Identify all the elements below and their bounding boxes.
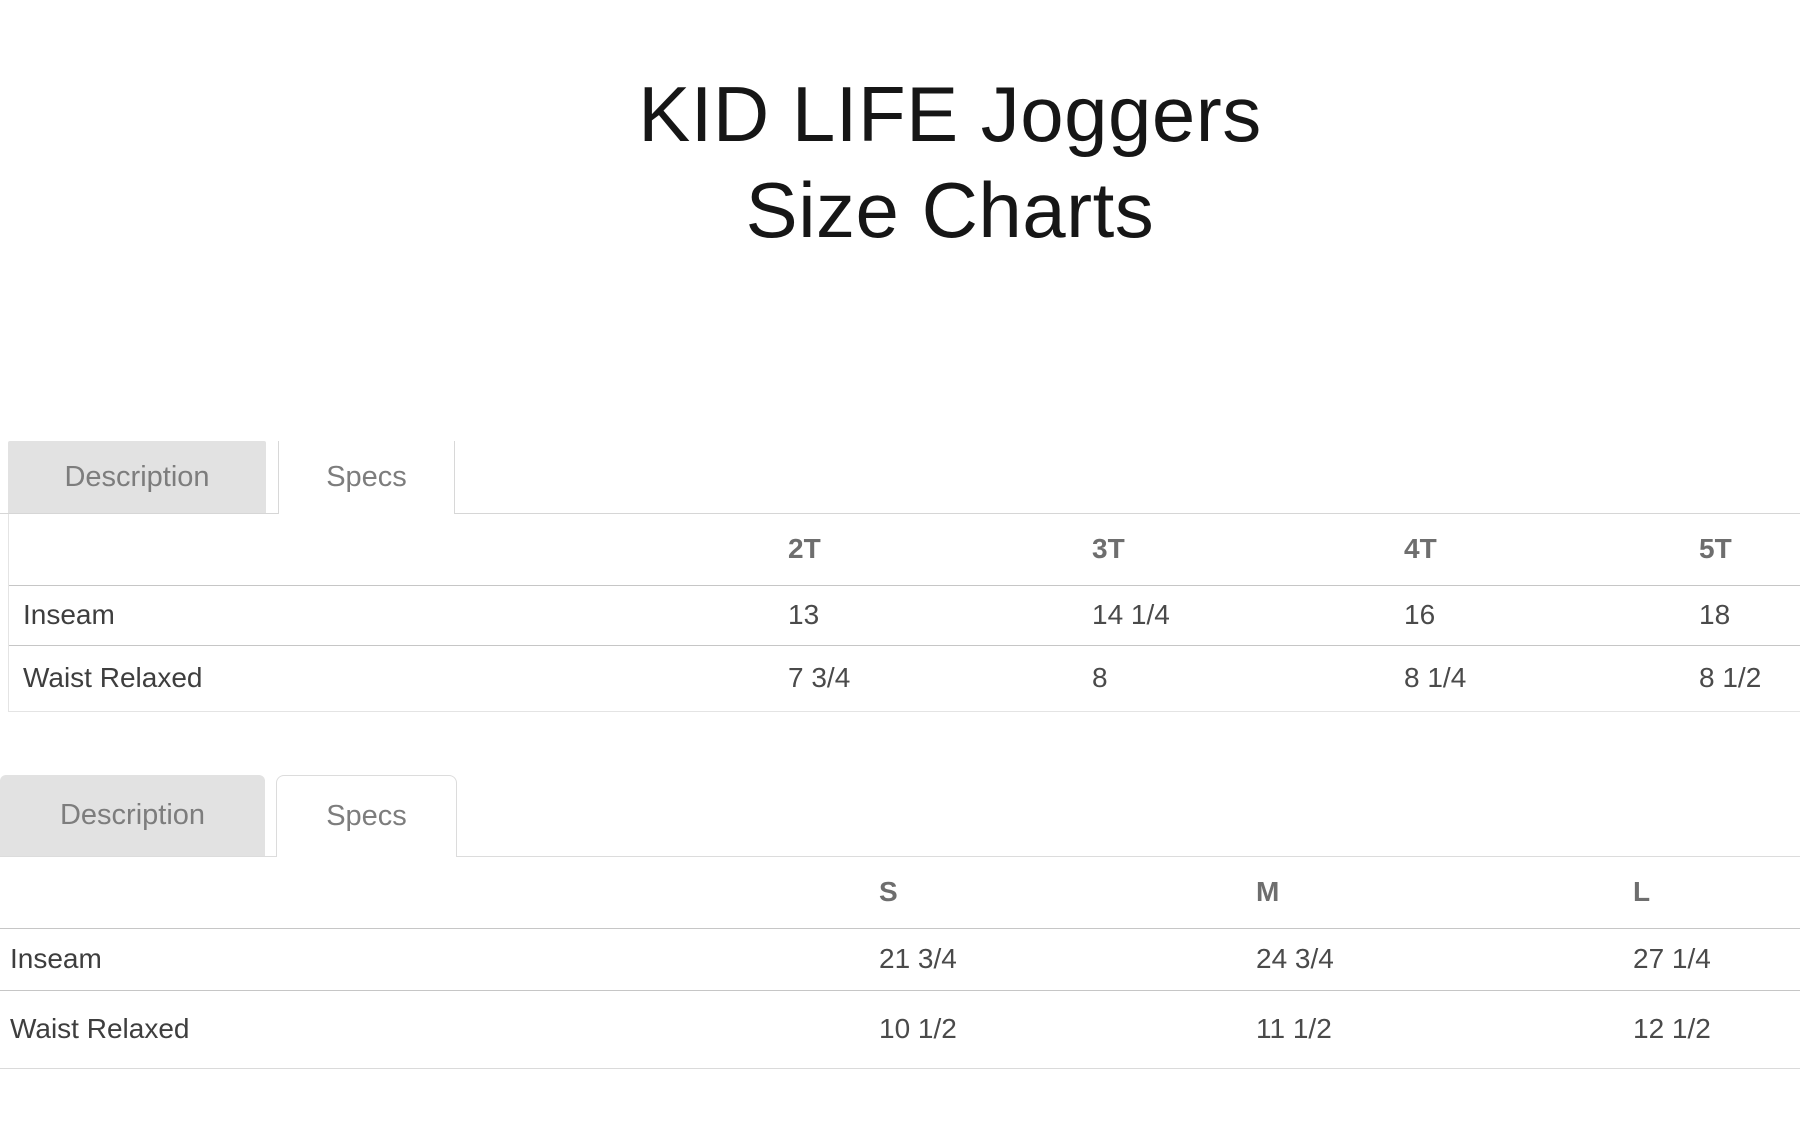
column-header-5t: 5T [1699,514,1800,586]
content-area: KID LIFE Joggers Size Charts Description … [0,66,1800,1069]
size-value-cell: 8 [1092,662,1108,694]
size-value-cell: 14 1/4 [1092,585,1404,646]
page-title-line1: KID LIFE Joggers [638,70,1262,158]
size-value-cell: 21 3/4 [879,928,1256,991]
tab-description[interactable]: Description [0,775,265,856]
row-label: Waist Relaxed [23,662,203,694]
table-row-waist-relaxed: Waist Relaxed 10 1/2 11 1/2 12 1/2 [0,990,1800,1069]
row-label: Inseam [0,928,879,991]
header-row: 2T 3T 4T 5T [9,514,1800,586]
size-chart-section-youth: Description Specs S M L [0,775,1800,1069]
header-row: S M L [0,857,1800,929]
size-value-cell: 8 1/2 [1699,662,1762,694]
tab-specs[interactable]: Specs [278,441,455,514]
size-value-cell: 13 [788,585,1092,646]
tab-description[interactable]: Description [8,441,266,513]
size-value-cell: 16 [1404,585,1699,646]
specs-panel: 2T 3T 4T 5T Inseam 13 14 1/4 16 18 [8,514,1800,712]
size-table-toddler: 2T 3T 4T 5T Inseam 13 14 1/4 16 18 [9,514,1800,711]
table-row-inseam: Inseam 13 14 1/4 16 18 [9,585,1800,646]
size-value-cell: 18 [1699,585,1800,646]
size-value-cell: 11 1/2 [1256,990,1633,1069]
size-value-cell: 8 1/4 [1404,662,1467,694]
row-label: Waist Relaxed [0,990,879,1069]
table-row-inseam: Inseam 21 3/4 24 3/4 27 1/4 [0,928,1800,991]
column-header-s: S [879,857,1256,929]
page-title-line2: Size Charts [745,166,1155,254]
header-blank-cell [0,857,879,929]
table-row-waist-relaxed: Waist Relaxed 7 3/4 8 8 1/4 8 1/2 [9,645,1800,711]
header-blank-cell [9,514,788,586]
size-chart-section-toddler: Description Specs 2T 3T 4T [0,441,1800,712]
size-value-cell: 24 3/4 [1256,928,1633,991]
size-value-cell: 7 3/4 [788,662,851,694]
size-value-cell: 10 1/2 [879,990,1256,1069]
column-header-2t: 2T [788,514,1092,586]
size-value-cell: 12 1/2 [1633,990,1800,1069]
tab-bar: Description Specs [0,441,1800,514]
column-header-l: L [1633,857,1800,929]
size-table-youth: S M L Inseam 21 3/4 24 3/4 27 1/4 Waist … [0,857,1800,1069]
row-label: Inseam [9,585,788,646]
column-header-4t: 4T [1404,514,1699,586]
tab-bar: Description Specs [0,775,1800,857]
tab-specs[interactable]: Specs [276,775,457,857]
column-header-m: M [1256,857,1633,929]
column-header-3t: 3T [1092,514,1404,586]
size-value-cell: 27 1/4 [1633,928,1800,991]
tab-gap [266,441,278,513]
tab-gap [265,775,276,856]
page-title: KID LIFE Joggers Size Charts [0,66,1800,258]
